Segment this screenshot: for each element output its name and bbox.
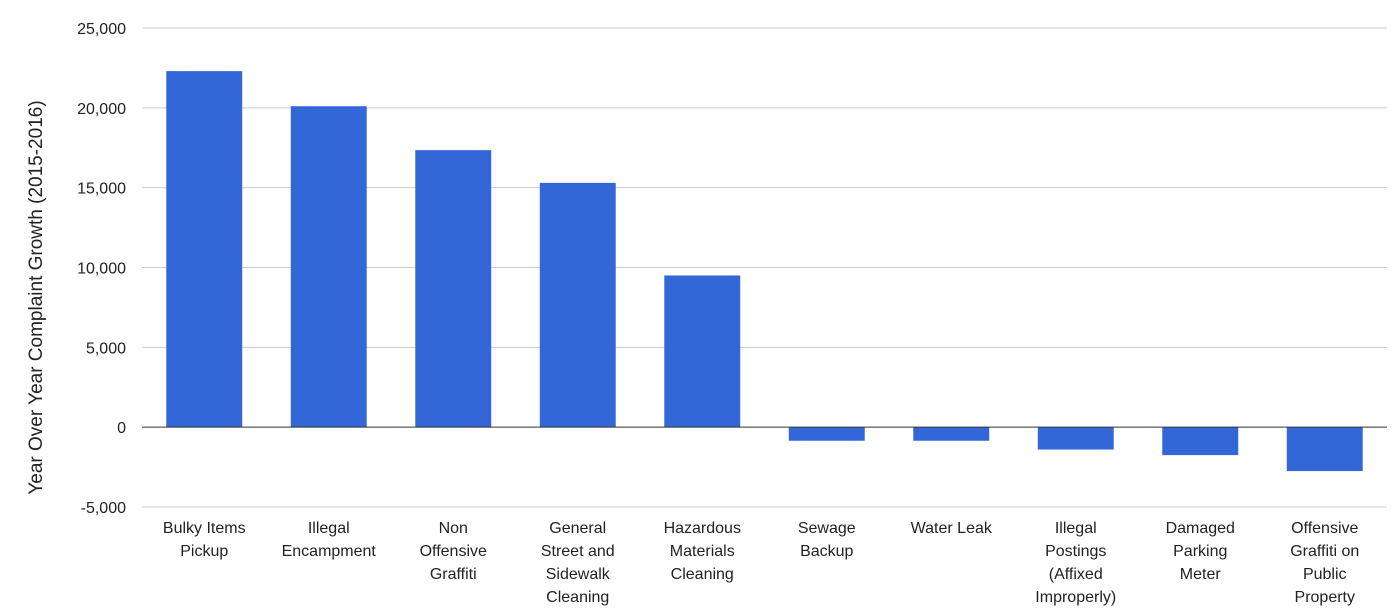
category-label: Offensive Graffiti on Public Property (1290, 520, 1359, 606)
y-tick-label: 25,000 (77, 21, 126, 38)
y-tick-label: 10,000 (77, 261, 126, 278)
category-label: General Street and Sidewalk Cleaning (541, 520, 615, 606)
bar (539, 182, 616, 428)
bar (1162, 427, 1239, 456)
category-label: Hazardous Materials Cleaning (664, 520, 741, 583)
category-label: Sewage Backup (798, 520, 856, 560)
y-tick-label: 5,000 (86, 340, 126, 357)
y-tick-label: 15,000 (77, 181, 126, 198)
y-tick-label: 20,000 (77, 101, 126, 118)
bars (142, 71, 1387, 472)
bar (913, 427, 990, 441)
bar (1037, 427, 1114, 450)
y-tick-label: 0 (117, 420, 126, 437)
category-labels: Bulky Items Pickup Illegal Encampment Non Off… (163, 520, 1359, 606)
bar (166, 71, 243, 428)
bar (415, 150, 492, 428)
category-label: Illegal Postings (Affixed Improperly) (1035, 520, 1116, 606)
bar (290, 106, 367, 428)
bar (788, 427, 865, 441)
category-label: Bulky Items Pickup (163, 520, 246, 560)
category-label: Water Leak (911, 520, 993, 537)
category-label: Illegal Encampment (282, 520, 377, 560)
category-label: Damaged Parking Meter (1166, 520, 1235, 583)
bar (664, 275, 741, 428)
y-axis-title: Year Over Year Complaint Growth (2015-20… (26, 100, 47, 494)
category-label: Non Offensive Graffiti (420, 520, 487, 583)
y-tick-label: -5,000 (81, 500, 126, 517)
y-tick-labels: -5,000 0 5,000 10,000 15,000 20,000 25,000 (77, 21, 126, 517)
bar (1286, 427, 1363, 472)
